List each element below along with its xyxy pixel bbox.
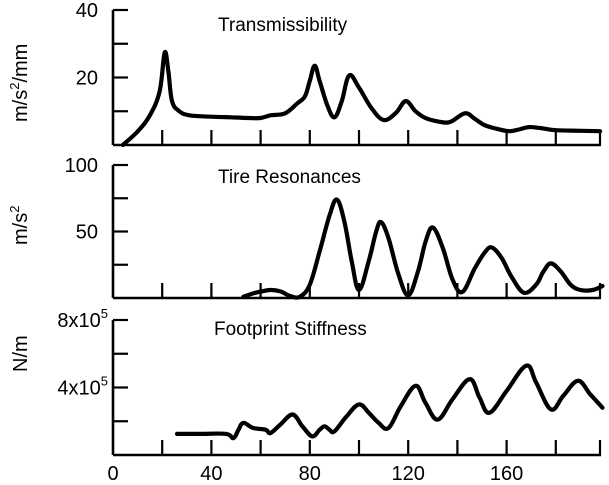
- y-tick-label: 4x105: [57, 374, 108, 400]
- panel-title-transmissibility: Transmissibility: [218, 15, 348, 36]
- x-tick-label: 120: [392, 463, 425, 485]
- panel-title-tire-resonances: Tire Resonances: [218, 167, 361, 188]
- y-tick-label: 40: [76, 0, 98, 22]
- panel-footprint-stiffness: Footprint Stiffness N/m 8x105 4x105: [10, 306, 605, 457]
- y-axis-label-tire-resonances: m/s2: [7, 206, 32, 245]
- panel-transmissibility: Transmissibility m/s2/mm 40 20: [7, 0, 603, 148]
- y-axis-label-transmissibility: m/s2/mm: [7, 44, 32, 122]
- series-line-transmissibility: [120, 49, 603, 148]
- series-line-footprint-stiffness: [174, 363, 605, 441]
- y-tick-label: 100: [65, 155, 98, 177]
- series-line-tire-resonances: [241, 197, 605, 300]
- x-axis-labels: 0 40 80 120 160: [107, 463, 523, 485]
- x-tick-label: 160: [490, 463, 523, 485]
- y-tick-label: 50: [76, 222, 98, 244]
- y-axis-label-footprint-stiffness: N/m: [10, 335, 32, 372]
- y-tick-label: 20: [76, 68, 98, 90]
- panel-tire-resonances: Tire Resonances m/s2 100 50: [7, 155, 605, 300]
- y-tick-label: 8x105: [57, 306, 108, 332]
- panel-title-footprint-stiffness: Footprint Stiffness: [214, 319, 367, 340]
- x-tick-label: 80: [299, 463, 321, 485]
- x-tick-label: 40: [200, 463, 222, 485]
- x-tick-label: 0: [107, 463, 118, 485]
